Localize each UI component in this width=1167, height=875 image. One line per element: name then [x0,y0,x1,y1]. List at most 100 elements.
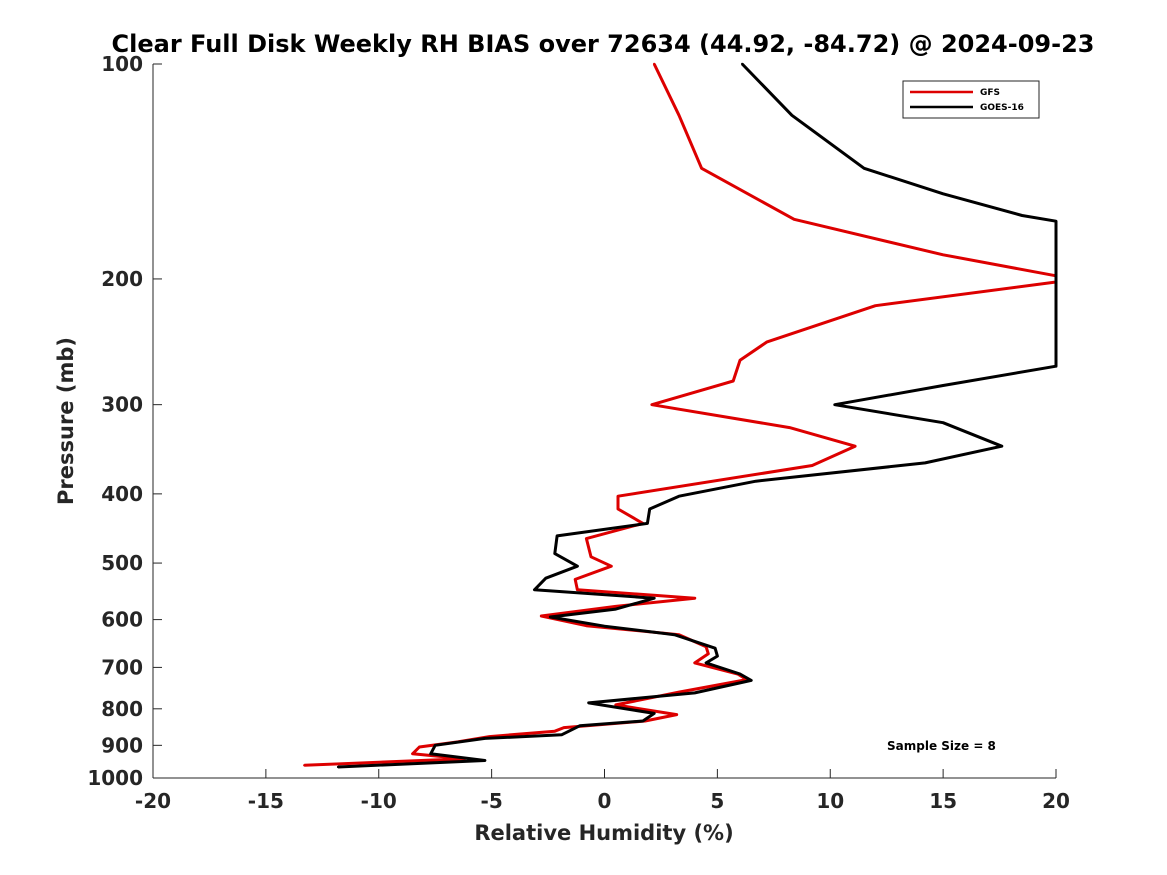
data-point-gfs [418,745,421,749]
x-tick-label: 0 [598,789,612,813]
data-point-gfs [610,565,613,568]
y-tick-label: 300 [101,393,143,417]
data-point-goes16 [483,737,487,740]
data-point-goes16 [1020,214,1024,217]
data-point-goes16 [560,733,563,736]
data-point-goes16 [1000,445,1003,448]
legend: GFS GOES-16 [902,80,1040,119]
data-point-goes16 [941,421,945,424]
data-point-gfs [653,62,656,66]
data-point-goes16 [741,62,744,66]
y-tick-label: 400 [101,482,143,506]
data-point-gfs [650,403,654,406]
data-point-gfs [700,167,703,170]
data-point-goes16 [578,724,581,727]
data-point-gfs [614,605,617,608]
data-point-goes16 [553,552,556,555]
data-point-gfs [411,752,414,755]
y-axis: 100 200 300 400 500 600 700 800 900 1000 [87,52,162,790]
data-point-gfs [553,730,556,733]
legend-label-gfs: GFS [980,88,1000,98]
data-point-gfs [792,218,796,221]
data-point-gfs [941,253,945,256]
x-tick-label: -10 [361,789,397,813]
data-point-goes16 [549,615,552,619]
data-point-gfs [738,359,742,362]
data-point-gfs [765,340,769,344]
data-point-gfs [589,555,593,558]
data-point-goes16 [941,192,945,195]
data-point-goes16 [587,701,590,705]
data-point-goes16 [673,633,676,636]
data-point-goes16 [738,672,742,676]
data-point-gfs [732,379,735,383]
data-point-gfs [540,614,543,618]
x-axis: -20 -15 -10 -5 0 5 10 15 20 [135,769,1070,813]
x-tick-label: 5 [710,789,724,813]
data-point-goes16 [862,167,866,170]
x-axis-label: Relative Humidity (%) [474,821,733,845]
data-point-gfs [614,703,617,707]
y-tick-label: 600 [101,608,143,632]
data-point-goes16 [653,712,656,715]
legend-label-goes16: GOES-16 [980,103,1024,113]
legend-box [902,80,1040,119]
data-point-goes16 [677,495,681,498]
data-point-gfs [675,713,678,716]
data-point-gfs [574,578,577,581]
data-point-goes16 [653,597,656,600]
y-tick-label: 800 [101,697,143,721]
data-point-gfs [811,464,814,467]
data-point-gfs [707,652,710,655]
data-point-goes16 [544,577,547,580]
data-point-goes16 [555,534,559,538]
y-tick-label: 900 [101,733,143,757]
sample-size-annotation: Sample Size = 8 [887,739,996,753]
chart-title: Clear Full Disk Weekly RH BIAS over 7263… [112,30,1095,58]
y-tick-label: 700 [101,655,143,679]
data-point-goes16 [693,691,696,695]
data-point-goes16 [941,384,945,387]
data-point-goes16 [754,480,757,483]
x-tick-label: 15 [929,789,957,813]
data-point-goes16 [716,654,719,658]
data-point-gfs [677,114,681,117]
data-point-goes16 [923,461,927,465]
data-point-gfs [853,445,857,448]
data-point-goes16 [533,588,536,591]
x-tick-label: -15 [248,789,284,813]
x-tick-label: -5 [481,789,503,813]
data-point-goes16 [713,647,717,650]
data-point-goes16 [704,661,708,665]
series-layer [303,62,1058,769]
data-point-gfs [303,764,306,767]
y-tick-label: 100 [101,52,143,76]
data-point-gfs [576,588,579,591]
data-point-goes16 [483,759,487,762]
data-point-gfs [677,690,681,694]
series-line-goes16 [338,62,1058,769]
y-tick-label: 1000 [87,766,143,790]
data-point-goes16 [576,565,579,568]
data-point-goes16 [648,507,651,511]
y-tick-label: 500 [101,551,143,575]
data-point-goes16 [833,403,836,406]
y-tick-label: 200 [101,267,143,291]
data-point-gfs [693,597,696,600]
data-point-gfs [616,495,620,498]
data-point-goes16 [429,752,432,755]
data-point-goes16 [641,719,645,723]
x-tick-label: 10 [816,789,844,813]
data-point-gfs [585,537,588,540]
data-point-gfs [874,304,877,307]
data-point-gfs [562,726,566,729]
data-point-gfs [693,661,696,665]
data-point-goes16 [336,765,340,769]
data-point-gfs [616,507,620,511]
data-point-gfs [585,624,588,627]
y-axis-label: Pressure (mb) [54,337,78,505]
data-point-goes16 [790,114,794,117]
plot-area [153,64,1056,778]
data-point-goes16 [614,607,617,611]
